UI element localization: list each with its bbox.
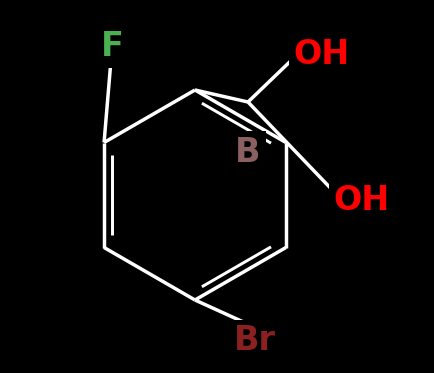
Text: F: F — [100, 29, 123, 63]
Text: OH: OH — [293, 38, 349, 70]
Text: OH: OH — [333, 184, 389, 216]
Text: Br: Br — [233, 325, 275, 357]
Text: B: B — [235, 135, 260, 169]
